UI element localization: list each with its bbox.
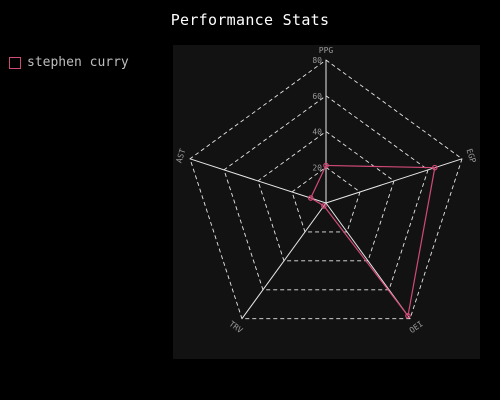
legend[interactable]: stephen curry	[9, 55, 129, 70]
grid-ring-40	[257, 130, 395, 262]
axis-label-ppg: PPG	[319, 46, 334, 55]
data-point-egp[interactable]	[432, 164, 438, 171]
grid-ring-80	[189, 59, 463, 320]
series-layer	[307, 162, 438, 319]
grid-layer	[189, 59, 463, 320]
axis-label-ast: AST	[174, 147, 187, 164]
spoke-trv	[241, 202, 327, 319]
grid-ring-60	[223, 95, 429, 291]
spoke-ast	[189, 158, 327, 204]
grid-ring-20	[291, 166, 361, 233]
radial-tick-labels: 20 40 60 80	[312, 56, 322, 172]
data-point-ppg[interactable]	[323, 162, 329, 169]
radial-tick-80: 80	[312, 56, 322, 65]
series-stephen-curry	[307, 162, 438, 319]
radial-tick-20: 20	[312, 163, 322, 172]
chart-title: Performance Stats	[170, 11, 330, 29]
radial-tick-40: 40	[312, 128, 322, 137]
legend-swatch-stephen-curry	[9, 56, 21, 69]
legend-label: stephen curry	[27, 55, 129, 70]
series-line-stephen-curry	[309, 164, 436, 318]
data-point-oei[interactable]	[405, 312, 411, 319]
spoke-egp	[325, 158, 463, 204]
data-point-ast[interactable]	[307, 195, 314, 201]
axis-label-egp: EGP	[465, 148, 478, 165]
data-point-trv[interactable]	[321, 203, 327, 209]
radial-tick-60: 60	[312, 92, 322, 101]
